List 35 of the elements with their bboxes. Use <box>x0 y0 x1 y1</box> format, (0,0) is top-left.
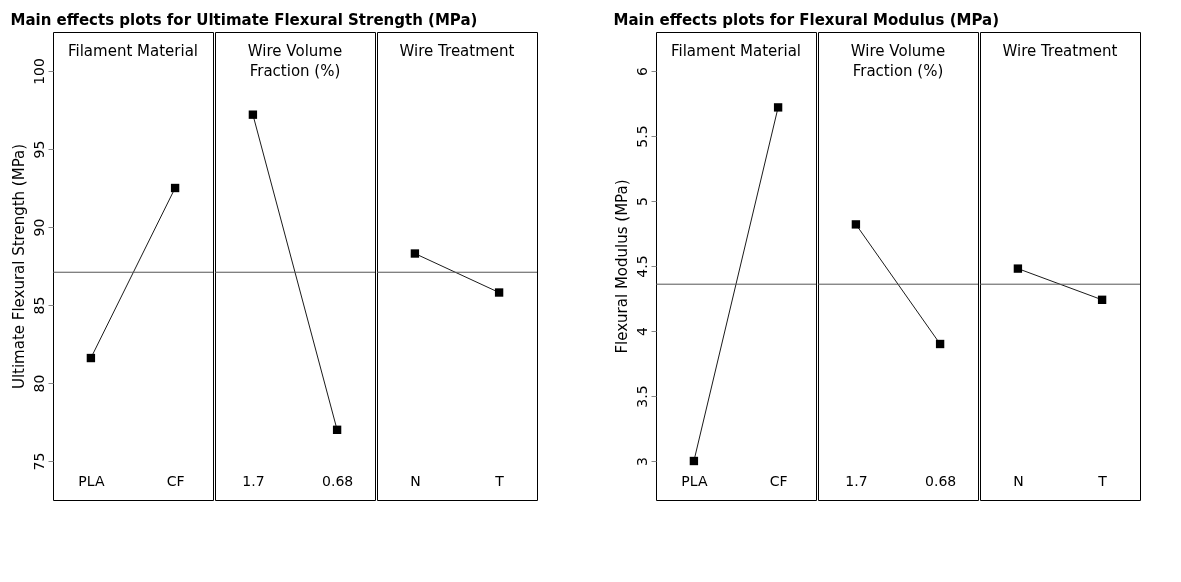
x-tick-label: 1.7 <box>845 472 868 489</box>
y-tick-label: 5.5 <box>633 125 650 148</box>
y-tick-label: 100 <box>30 58 47 85</box>
y-tick-label: 6 <box>633 66 650 76</box>
x-tick-label: CF <box>166 472 185 489</box>
text: Main effects plots for Ultimate Flexural Strength (MPa) <box>10 10 478 29</box>
y-axis-title: Ultimate Flexural Strength (MPa) <box>9 143 28 390</box>
y-tick-label: 4 <box>633 326 650 336</box>
y-tick-label: 75 <box>30 452 47 471</box>
y-tick-label: 85 <box>30 296 47 315</box>
y-tick-label: 95 <box>30 140 47 159</box>
y-tick-label: 90 <box>30 218 47 237</box>
text: Wire Volume Fraction (%) <box>247 42 343 80</box>
text: Wire Treatment <box>399 42 515 60</box>
x-tick-label: 0.68 <box>925 472 957 489</box>
x-tick-label: N <box>410 472 421 489</box>
x-tick-label: T <box>494 472 505 489</box>
y-tick-label: 3 <box>633 457 650 466</box>
text: Filament Material <box>671 42 801 60</box>
y-tick-label: 4.5 <box>633 255 650 278</box>
chart-title: Main effects plots for Flexural Modulus (MPa) <box>613 10 1000 29</box>
y-tick-label: 80 <box>30 374 47 393</box>
x-tick-label: PLA <box>78 472 105 489</box>
x-tick-label: 1.7 <box>242 472 265 489</box>
text: Filament Material <box>68 42 198 60</box>
x-tick-label: T <box>1097 472 1108 489</box>
y-tick-label: 5 <box>633 197 650 206</box>
y-tick-label: 3.5 <box>633 385 650 408</box>
text: Wire Volume Fraction (%) <box>850 42 946 80</box>
x-tick-label: PLA <box>681 472 708 489</box>
text: Wire Treatment <box>1002 42 1118 60</box>
y-axis-title: Flexural Modulus (MPa) <box>612 179 631 354</box>
x-tick-label: N <box>1013 472 1024 489</box>
x-tick-label: CF <box>769 472 788 489</box>
x-tick-label: 0.68 <box>322 472 354 489</box>
